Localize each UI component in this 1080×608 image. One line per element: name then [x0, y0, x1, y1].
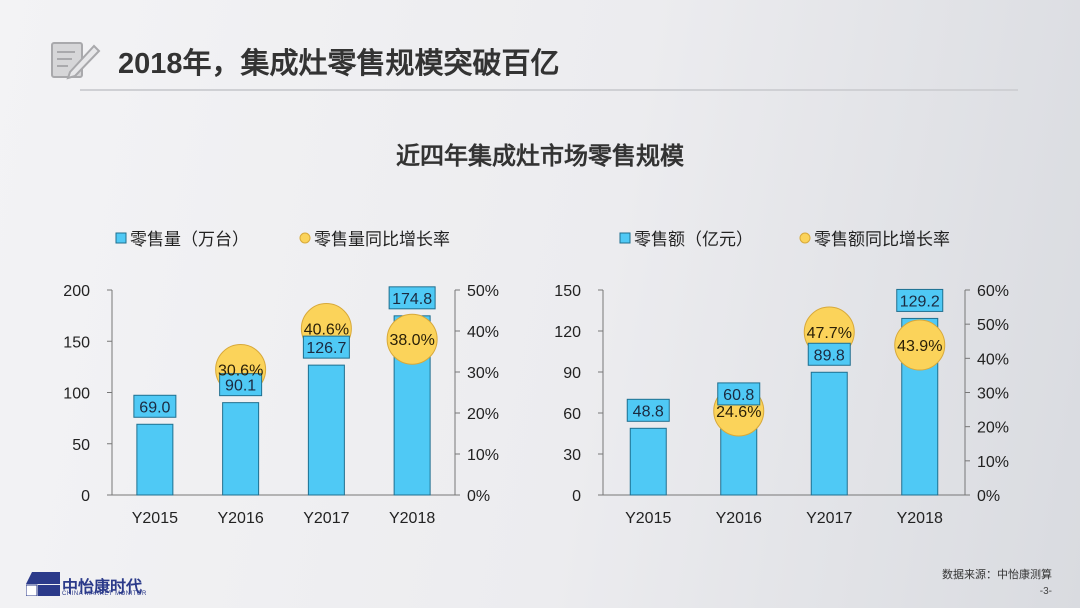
logo-name: 中怡康时代 [62, 579, 143, 596]
growth-rate-bubble [894, 319, 946, 371]
bar [307, 364, 345, 496]
growth-rate-label: 43.9% [897, 338, 942, 355]
x-tick-label: Y2016 [716, 510, 762, 527]
right-tick-label: 10% [467, 447, 499, 464]
left-tick-label: 100 [63, 386, 90, 403]
legend-rate-label: 零售额同比增长率 [814, 230, 950, 249]
chart-section-title: 近四年集成灶市场零售规模 [396, 143, 684, 170]
legend-rate-swatch [299, 232, 311, 244]
bar-value-label: 126.7 [306, 340, 346, 357]
logo-tagline: CHINA MARKET MONITOR [62, 591, 147, 597]
page-title: 2018年，集成灶零售规模突破百亿 [118, 48, 560, 80]
growth-rate-label: 40.6% [304, 322, 349, 339]
left-tick-label: 120 [554, 324, 581, 341]
legend-rate-swatch [799, 232, 811, 244]
growth-rate-label: 30.6% [218, 363, 263, 380]
bar-label-box [302, 335, 350, 359]
bar-value-label: 90.1 [225, 378, 256, 395]
legend-bar-swatch [115, 232, 127, 244]
left-tick-label: 150 [554, 283, 581, 300]
right-tick-label: 40% [467, 324, 499, 341]
growth-rate-label: 47.7% [807, 325, 852, 342]
x-tick-label: Y2016 [217, 510, 263, 527]
data-source: 数据来源：中怡康测算 [942, 569, 1052, 581]
growth-rate-label: 24.6% [716, 404, 761, 421]
bar-value-label: 174.8 [392, 291, 432, 308]
left-tick-label: 60 [563, 406, 581, 423]
notepad-pen-icon [51, 42, 101, 80]
right-tick-label: 40% [977, 351, 1009, 368]
x-tick-label: Y2018 [897, 510, 943, 527]
left-tick-label: 50 [72, 437, 90, 454]
x-tick-label: Y2015 [132, 510, 178, 527]
right-tick-label: 0% [467, 488, 490, 505]
left-tick-label: 30 [563, 447, 581, 464]
page-number: -3- [1039, 586, 1052, 597]
bar [222, 402, 260, 496]
right-tick-label: 60% [977, 283, 1009, 300]
bar-label-box [807, 342, 851, 366]
right-tick-label: 0% [977, 488, 1000, 505]
bar-value-label: 48.8 [633, 403, 664, 420]
right-tick-label: 20% [467, 406, 499, 423]
bar [136, 423, 174, 496]
right-tick-label: 50% [977, 317, 1009, 334]
title-divider [80, 89, 1018, 91]
left-tick-label: 90 [563, 365, 581, 382]
left-tick-label: 0 [572, 488, 581, 505]
bar [629, 427, 667, 496]
right-tick-label: 30% [467, 365, 499, 382]
x-tick-label: Y2018 [389, 510, 435, 527]
left-tick-label: 0 [81, 488, 90, 505]
bar-value-label: 69.0 [139, 399, 170, 416]
bar [810, 371, 848, 496]
left-tick-label: 200 [63, 283, 90, 300]
bar-value-label: 60.8 [723, 387, 754, 404]
company-logo [26, 572, 60, 596]
growth-rate-label: 38.0% [389, 332, 434, 349]
x-tick-label: Y2017 [303, 510, 349, 527]
legend-bar-swatch [619, 232, 631, 244]
bar-label-box [133, 394, 177, 418]
left-tick-label: 150 [63, 334, 90, 351]
bar-value-label: 129.2 [900, 293, 940, 310]
legend-bar-label: 零售额（亿元） [634, 230, 753, 249]
growth-rate-bubble [386, 313, 438, 365]
right-tick-label: 50% [467, 283, 499, 300]
legend-bar-label: 零售量（万台） [130, 230, 249, 249]
x-tick-label: Y2015 [625, 510, 671, 527]
right-tick-label: 20% [977, 420, 1009, 437]
right-tick-label: 10% [977, 454, 1009, 471]
bar-label-box [219, 373, 263, 397]
bar-label-box [896, 288, 944, 312]
bar-label-box [717, 382, 761, 406]
x-tick-label: Y2017 [806, 510, 852, 527]
legend-rate-label: 零售量同比增长率 [314, 230, 450, 249]
right-tick-label: 30% [977, 386, 1009, 403]
bar-label-box [388, 286, 436, 310]
bar-label-box [626, 398, 670, 422]
bar-value-label: 89.8 [814, 347, 845, 364]
